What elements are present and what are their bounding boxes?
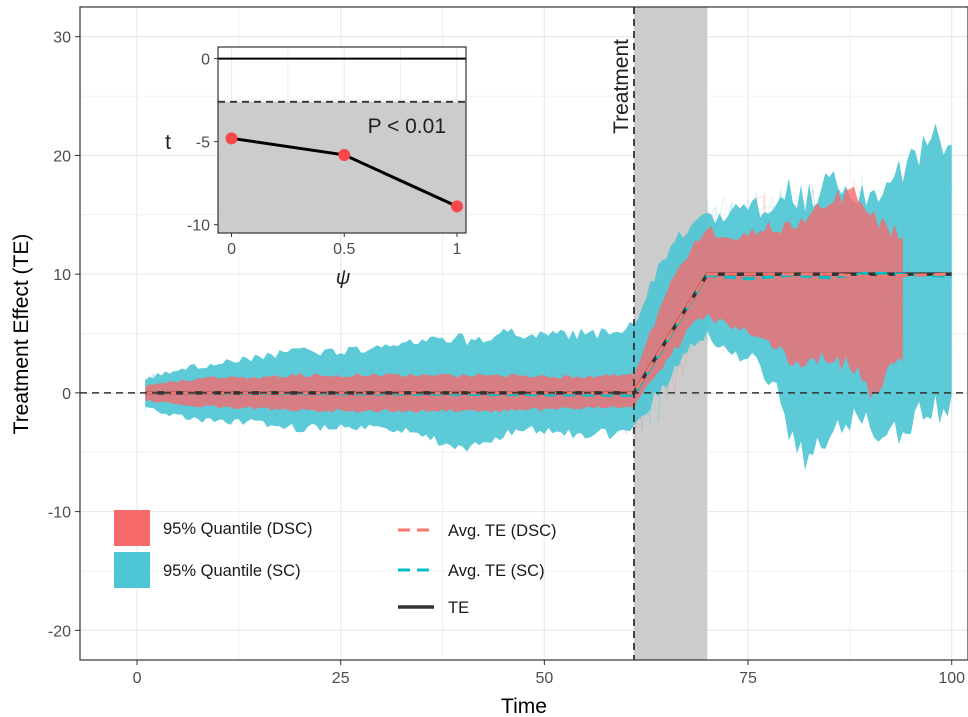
inset-significance-region xyxy=(218,101,466,233)
inset-t-stat-point xyxy=(338,148,351,161)
y-tick-label: 20 xyxy=(53,148,71,165)
x-tick-label: 50 xyxy=(535,670,553,687)
legend: 95% Quantile (DSC) 95% Quantile (SC) Avg… xyxy=(114,510,557,617)
legend-key-dsc-band xyxy=(114,510,150,546)
x-tick-label: 75 xyxy=(739,670,757,687)
inset-x-tick-label: 0 xyxy=(227,241,236,258)
line-avg-te-sc xyxy=(145,271,952,397)
band-dsc xyxy=(145,186,903,413)
inset-x-axis-title: ψ xyxy=(336,267,351,289)
y-tick-label: 10 xyxy=(53,267,71,284)
y-tick-label: -10 xyxy=(48,505,71,522)
inset-y-tick-label: -10 xyxy=(187,218,210,235)
inset-plot: P < 0.01 0 0.5 1 0-5-10 ψ t xyxy=(165,46,467,289)
legend-label-avg-sc: Avg. TE (SC) xyxy=(448,562,545,580)
x-axis: 0 25 50 75 100 xyxy=(133,660,965,687)
inset-y-axis-title: t xyxy=(165,131,171,154)
inset-x-axis: 0 0.5 1 xyxy=(227,233,462,258)
reference-lines xyxy=(80,7,968,660)
x-tick-label: 100 xyxy=(938,670,965,687)
x-axis-title: Time xyxy=(501,695,547,717)
y-tick-label: -20 xyxy=(48,623,71,640)
x-tick-label: 25 xyxy=(332,670,350,687)
inset-y-axis: 0 -5 -10 xyxy=(187,52,218,235)
y-axis-title: Treatment Effect (TE) xyxy=(10,234,33,435)
inset-x-tick-label: 1 xyxy=(453,241,462,258)
inset-annotation: P < 0.01 xyxy=(368,115,446,138)
x-tick-label: 0 xyxy=(133,670,142,687)
quantile-bands xyxy=(145,123,952,471)
inset-content xyxy=(218,57,466,213)
inset-t-stat-point xyxy=(450,200,463,213)
legend-key-sc-band xyxy=(114,552,150,588)
inset-rejection-region xyxy=(218,101,466,233)
inset-t-stat-point xyxy=(225,132,238,145)
y-tick-label: 30 xyxy=(53,30,71,47)
legend-label-sc-band: 95% Quantile (SC) xyxy=(163,562,301,580)
treatment-label: Treatment xyxy=(610,39,633,134)
inset-x-tick-label: 0.5 xyxy=(333,241,355,258)
inset-y-tick-label: -5 xyxy=(196,135,210,152)
panel-border xyxy=(79,6,968,661)
legend-label-dsc-band: 95% Quantile (DSC) xyxy=(163,520,312,538)
legend-label-te: TE xyxy=(448,599,469,617)
y-tick-label: 0 xyxy=(62,386,71,403)
legend-label-avg-dsc: Avg. TE (DSC) xyxy=(448,522,557,540)
inset-y-tick-label: 0 xyxy=(201,52,210,69)
y-axis: -20 -10 0 10 20 30 xyxy=(48,30,80,640)
